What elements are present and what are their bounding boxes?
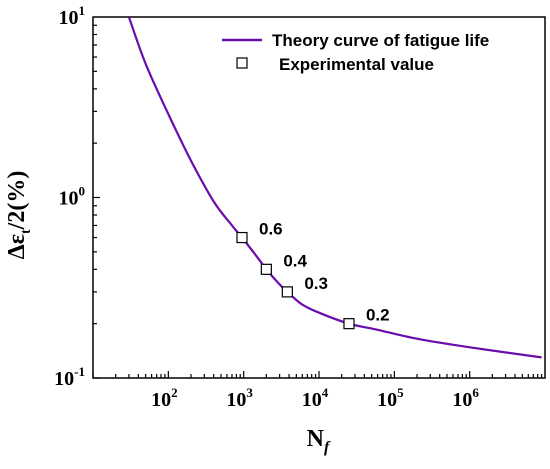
x-tick-label: 103 <box>226 385 253 411</box>
y-tick-label: 10-1 <box>54 364 85 390</box>
experimental-point <box>281 286 293 298</box>
plot-area: 102 103 104 105 106 101 100 10-1 0.60.4 0.3 0.2 <box>54 3 546 411</box>
y-axis-title: Δεt/2(%) <box>4 171 34 260</box>
x-tick-label: 106 <box>452 385 479 411</box>
x-tick-label: 104 <box>302 385 329 411</box>
y-axis-title-group: Δεt/2(%) <box>4 171 34 260</box>
y-tick-label: 100 <box>59 184 86 210</box>
point-annotation: 0.3 <box>304 274 328 293</box>
legend-square-marker <box>236 57 248 69</box>
point-annotation: 0.6 <box>259 220 283 239</box>
legend: Theory curve of fatigue life Experimenta… <box>222 31 489 74</box>
point-annotation: 0.4 <box>283 251 307 270</box>
experimental-point <box>236 231 248 244</box>
experimental-point <box>343 318 355 330</box>
y-tick-label: 101 <box>59 3 86 29</box>
experimental-point <box>260 263 272 275</box>
legend-entry-experimental: Experimental value <box>279 55 434 74</box>
point-annotation: 0.2 <box>366 306 390 325</box>
x-tick-label: 102 <box>151 385 178 411</box>
legend-entry-theory: Theory curve of fatigue life <box>272 31 489 50</box>
x-tick-label: 105 <box>377 385 404 411</box>
x-axis-title: Nf <box>307 426 331 456</box>
theory-curve-line <box>127 17 542 359</box>
